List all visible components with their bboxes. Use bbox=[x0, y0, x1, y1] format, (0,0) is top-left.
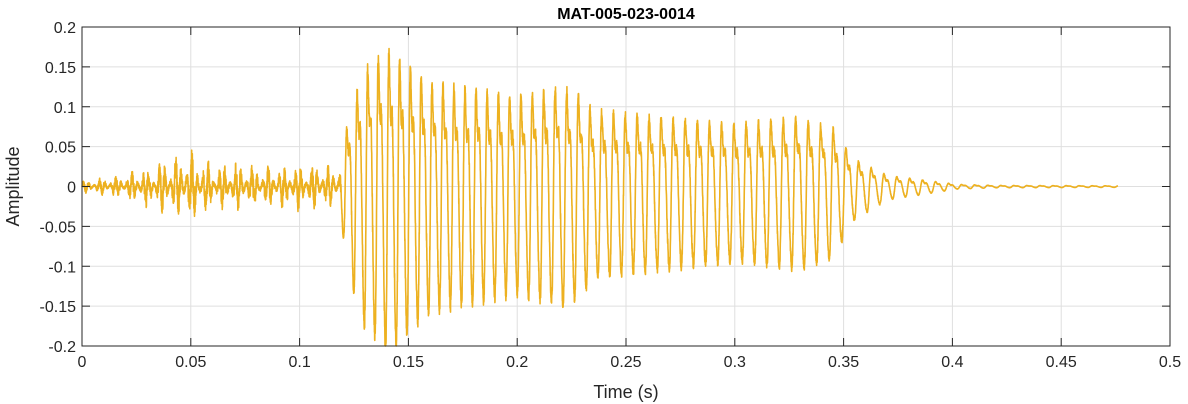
y-tick-label: -0.15 bbox=[40, 299, 77, 316]
x-tick-label: 0.1 bbox=[288, 354, 310, 371]
x-tick-label: 0.25 bbox=[610, 354, 641, 371]
y-tick-label: 0.1 bbox=[54, 100, 76, 117]
chart-title: MAT-005-023-0014 bbox=[557, 6, 695, 23]
ticks: 0 0.05 0.1 0.15 0.2 0.25 0.3 0.35 0.4 0.45 0.5 -0.2… bbox=[40, 20, 1182, 371]
x-tick-label: 0.15 bbox=[393, 354, 424, 371]
y-tick-label: 0.2 bbox=[54, 20, 76, 37]
y-tick-label: 0.15 bbox=[45, 60, 76, 77]
x-tick-label: 0.3 bbox=[724, 354, 746, 371]
x-tick-label: 0.2 bbox=[506, 354, 528, 371]
y-tick-label: -0.1 bbox=[48, 259, 76, 276]
x-axis-label: Time (s) bbox=[593, 382, 658, 402]
waveform-line bbox=[81, 47, 1119, 347]
x-tick-label: 0.35 bbox=[828, 354, 859, 371]
x-tick-label: 0.5 bbox=[1159, 354, 1181, 371]
plot-area bbox=[81, 47, 1119, 347]
x-tick-label: 0 bbox=[78, 354, 87, 371]
y-tick-label: -0.05 bbox=[40, 219, 77, 236]
x-tick-label: 0.4 bbox=[941, 354, 963, 371]
x-tick-label: 0.45 bbox=[1046, 354, 1077, 371]
y-axis-label: Amplitude bbox=[3, 146, 23, 226]
x-tick-label: 0.05 bbox=[175, 354, 206, 371]
y-tick-label: 0 bbox=[67, 180, 76, 197]
y-tick-label: -0.2 bbox=[48, 339, 76, 356]
y-tick-label: 0.05 bbox=[45, 140, 76, 157]
